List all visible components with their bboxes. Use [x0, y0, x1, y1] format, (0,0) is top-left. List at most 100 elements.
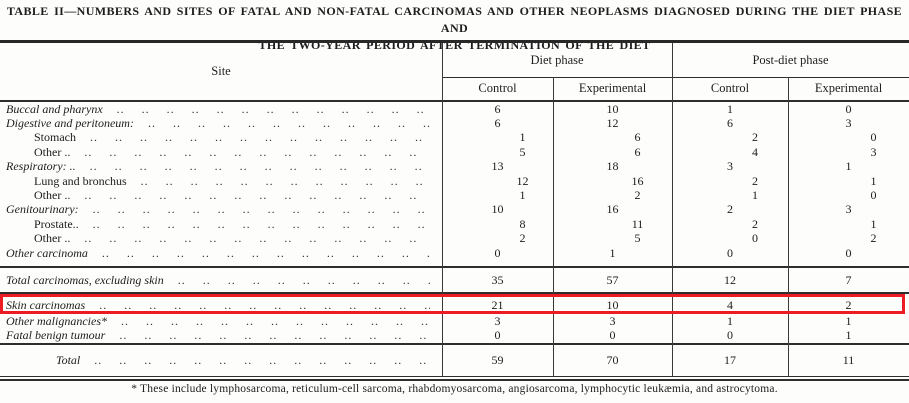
horizontal-rule-above-grand-total — [0, 343, 909, 345]
vertical-rule-diet-split — [553, 77, 554, 377]
value-cell: 2 — [752, 216, 758, 231]
value-cell: 59 — [491, 353, 504, 367]
value-cell: 10 — [606, 297, 619, 312]
value-cell: 3 — [609, 313, 616, 328]
value-cell: 0 — [494, 245, 501, 260]
value-cell: 70 — [606, 353, 619, 367]
value-cell: 12 — [724, 272, 736, 287]
value-cell: 0 — [845, 101, 852, 116]
value-cell: 3 — [494, 313, 501, 328]
site-label: Total carcinomas, excluding skin — [6, 273, 164, 287]
value-cell: 1 — [845, 159, 852, 174]
site-label: Skin carcinomas — [6, 298, 86, 312]
site-cell: Lung and bronchus .. .. .. .. .. .. .. ..… — [0, 175, 442, 188]
dot-leader: .. .. .. .. .. .. .. .. .. .. .. .. .. .… — [101, 246, 430, 260]
site-cell: Total .. .. .. .. .. .. .. .. .. .. .. ..… — [0, 354, 442, 367]
dot-leader: .. .. .. .. .. .. .. .. .. .. .. .. .. .… — [116, 102, 430, 116]
value-cell: 1 — [519, 188, 526, 203]
dot-leader: .. .. .. .. .. .. .. .. .. .. .. .. .. .… — [177, 273, 430, 287]
value-cell: 12 — [516, 173, 529, 188]
value-cell: 2 — [752, 173, 758, 188]
value-cell: 6 — [634, 144, 641, 159]
value-cell: 21 — [491, 297, 504, 312]
value-cell: 3 — [727, 159, 733, 174]
site-cell: Other .. .. .. .. .. .. .. .. .. .. .. ..… — [0, 189, 442, 202]
column-header-diet-control: Control — [478, 81, 517, 95]
value-cell: 0 — [727, 245, 733, 260]
site-cell: Digestive and peritoneum: .. .. .. .. .. … — [0, 117, 442, 130]
horizontal-rule-header-mid — [442, 77, 909, 78]
table-row: Stomach .. .. .. .. .. .. .. .. .. .. .. … — [0, 131, 909, 145]
table-row: Respiratory: .. .. .. .. .. .. .. .. .. .… — [0, 160, 909, 174]
dot-leader: .. .. .. .. .. .. .. .. .. .. .. .. .. .… — [84, 232, 430, 246]
site-label: Lung and bronchus — [34, 174, 127, 188]
site-label: Other carcinoma — [6, 246, 88, 260]
data-table: Site Diet phase Post-diet phase Control … — [0, 40, 909, 381]
horizontal-rule-header-bottom — [0, 100, 909, 102]
dot-leader: .. .. .. .. .. .. .. .. .. .. .. .. .. .… — [84, 189, 430, 203]
site-cell: Other .. .. .. .. .. .. .. .. .. .. .. ..… — [0, 146, 442, 159]
value-cell: 13 — [491, 159, 504, 174]
value-cell: 1 — [845, 313, 852, 328]
site-cell: Stomach .. .. .. .. .. .. .. .. .. .. .. … — [0, 131, 442, 144]
value-cell: 0 — [609, 327, 616, 342]
column-header-postdiet-control: Control — [710, 81, 750, 95]
column-header-site: Site — [211, 64, 231, 78]
value-cell: 5 — [634, 231, 641, 246]
site-label: Fatal benign tumour — [6, 328, 106, 342]
value-cell: 16 — [606, 202, 619, 217]
table-row: Lung and bronchus .. .. .. .. .. .. .. ..… — [0, 174, 909, 188]
grand-total-section: Total .. .. .. .. .. .. .. .. .. .. .. ..… — [0, 345, 909, 376]
table-row: Other .. .. .. .. .. .. .. .. .. .. .. ..… — [0, 232, 909, 246]
site-cell: Other malignancies* .. .. .. .. .. .. .. … — [0, 315, 442, 328]
site-cell: Prostate.. .. .. .. .. .. .. .. .. .. .. … — [0, 218, 442, 231]
site-cell: Buccal and pharynx .. .. .. .. .. .. .. .… — [0, 103, 442, 116]
value-cell: 1 — [870, 173, 877, 188]
value-cell: 4 — [727, 297, 733, 312]
site-cell: Fatal benign tumour .. .. .. .. .. .. .. … — [0, 329, 442, 342]
value-cell: 6 — [727, 116, 733, 131]
value-cell: 12 — [606, 116, 619, 131]
vertical-rule-phase-split — [672, 43, 673, 377]
skin-carcinomas-section: Skin carcinomas .. .. .. .. .. .. .. .. .… — [0, 296, 909, 314]
total-carcinomas-section: Total carcinomas, excluding skin .. .. ..… — [0, 268, 909, 292]
table-row: Skin carcinomas .. .. .. .. .. .. .. .. .… — [0, 296, 909, 314]
dot-leader: .. .. .. .. .. .. .. .. .. .. .. .. .. .… — [140, 174, 430, 188]
value-cell: 2 — [519, 231, 526, 246]
horizontal-rule-below-total — [0, 292, 909, 294]
table-body: Buccal and pharynx .. .. .. .. .. .. .. .… — [0, 102, 909, 260]
value-cell: 16 — [631, 173, 644, 188]
value-cell: 2 — [845, 297, 852, 312]
value-cell: 0 — [845, 245, 852, 260]
value-cell: 11 — [631, 216, 644, 231]
site-label: Other .. — [34, 145, 71, 159]
dot-leader: .. .. .. .. .. .. .. .. .. .. .. .. .. .… — [84, 145, 430, 159]
table-row: Digestive and peritoneum: .. .. .. .. .. … — [0, 116, 909, 130]
dot-leader: .. .. .. .. .. .. .. .. .. .. .. .. .. .… — [92, 217, 430, 231]
value-cell: 1 — [519, 130, 526, 145]
site-cell: Respiratory: .. .. .. .. .. .. .. .. .. .… — [0, 160, 442, 173]
value-cell: 1 — [609, 245, 616, 260]
dot-leader: .. .. .. .. .. .. .. .. .. .. .. .. .. .… — [89, 160, 430, 174]
table-row: Other carcinoma .. .. .. .. .. .. .. .. .… — [0, 246, 909, 260]
value-cell: 2 — [870, 231, 877, 246]
table-row: Other .. .. .. .. .. .. .. .. .. .. .. ..… — [0, 188, 909, 202]
value-cell: 18 — [606, 159, 619, 174]
table-row: Total .. .. .. .. .. .. .. .. .. .. .. ..… — [0, 345, 909, 376]
site-label: Buccal and pharynx — [6, 102, 103, 116]
table-row: Other malignancies* .. .. .. .. .. .. .. … — [0, 314, 909, 328]
table-row: Other .. .. .. .. .. .. .. .. .. .. .. ..… — [0, 145, 909, 159]
site-label: Other .. — [34, 189, 71, 203]
table-row: Prostate.. .. .. .. .. .. .. .. .. .. .. … — [0, 217, 909, 231]
site-label: Genitourinary: — [6, 203, 79, 217]
dot-leader: .. .. .. .. .. .. .. .. .. .. .. .. .. .… — [90, 131, 430, 145]
dot-leader: .. .. .. .. .. .. .. .. .. .. .. .. .. .… — [119, 328, 430, 342]
table-row: Genitourinary: .. .. .. .. .. .. .. .. ..… — [0, 203, 909, 217]
value-cell: 10 — [491, 202, 504, 217]
value-cell: 8 — [519, 216, 526, 231]
value-cell: 10 — [606, 101, 619, 116]
value-cell: 2 — [634, 188, 641, 203]
column-header-postdiet-experimental: Experimental — [814, 81, 883, 95]
site-cell: Skin carcinomas .. .. .. .. .. .. .. .. .… — [0, 299, 442, 312]
site-cell: Total carcinomas, excluding skin .. .. ..… — [0, 274, 442, 287]
